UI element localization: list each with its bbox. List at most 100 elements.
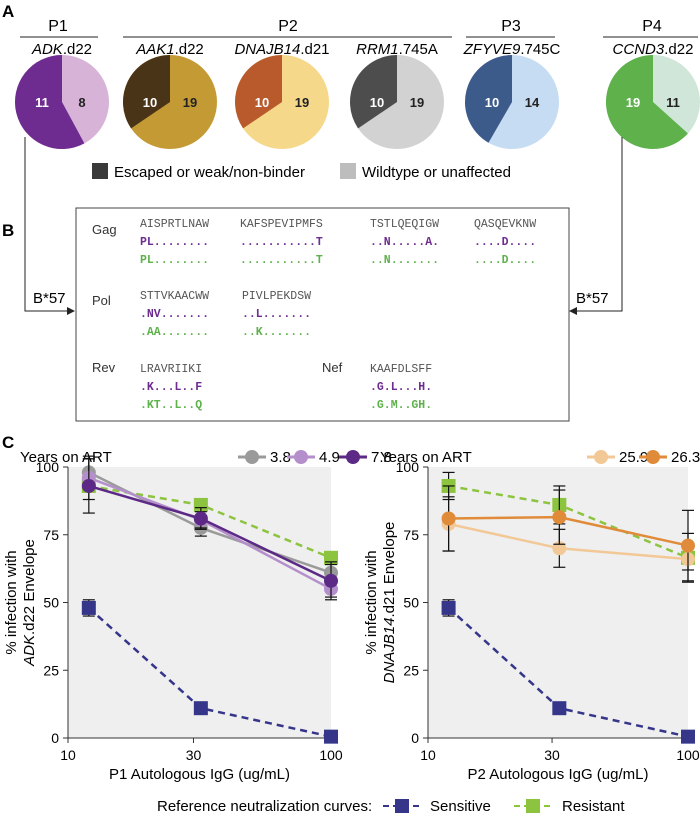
legend-label-escaped: Escaped or weak/non-binder: [114, 164, 305, 181]
legend-swatch-escaped: [92, 163, 108, 179]
data-point: [552, 510, 567, 525]
legend-marker-series: [346, 450, 360, 464]
bottom-legend-title: Reference neutralization curves:: [157, 798, 372, 815]
pie-label-aak1: AAK1.d22: [135, 41, 204, 58]
epitope-p4-seq: ..N.......: [370, 254, 439, 267]
epitope-p1-seq: .K...L..F: [140, 381, 202, 394]
group-label-p1: P1: [48, 18, 68, 35]
legend-marker-series: [294, 450, 308, 464]
pie-dnajb14: 10 19: [234, 55, 329, 149]
legend-marker-series: [594, 450, 608, 464]
pie-count-escaped: 19: [626, 95, 640, 110]
pie-rrm1: 10 19: [350, 55, 444, 149]
data-point: [441, 600, 456, 615]
pie-slice-escaped: [464, 55, 512, 143]
pie-adk: 11 8: [14, 55, 109, 149]
connector-right-arrowhead: [569, 307, 577, 315]
pie-count-escaped: 11: [35, 95, 49, 110]
x-tick-label: 30: [544, 747, 560, 763]
y-tick-label: 25: [403, 662, 419, 678]
y-axis-label-gene: DNAJB14: [381, 618, 398, 684]
bottom-legend-marker-sensitive: [395, 799, 409, 813]
pie-count-escaped: 10: [255, 95, 269, 110]
y-tick-label: 50: [43, 595, 59, 611]
legend-label-wildtype: Wildtype or unaffected: [362, 164, 511, 181]
panel-a-pies: P1 P2 P3 P4 ADK.d22 AAK1.d22 DNAJB14.d21…: [14, 18, 700, 181]
y-tick-label: 25: [43, 662, 59, 678]
bottom-legend-label-resistant: Resistant: [562, 798, 625, 815]
data-point: [681, 538, 695, 553]
epitope-ref-seq: TSTLQEQIGW: [370, 218, 439, 231]
pie-count-wildtype: 11: [666, 95, 680, 110]
allele-label-right: B*57: [576, 290, 609, 307]
protein-label-rev: Rev: [92, 360, 116, 375]
pie-slice-escaped: [234, 55, 282, 129]
pie-count-wildtype: 19: [410, 95, 424, 110]
epitope-p4-seq: .AA.......: [140, 326, 209, 339]
legend-title: Years on ART: [20, 449, 112, 466]
pie-zfyve9: 10 14: [464, 55, 559, 149]
y-tick-label: 75: [43, 527, 59, 543]
epitope-ref-seq: KAFSPEVIPMFS: [240, 218, 323, 231]
epitope-p1-seq: ...........T: [240, 236, 323, 249]
data-point: [552, 701, 567, 716]
epitope-ref-seq: QASQEVKNW: [474, 218, 536, 231]
y-tick-label: 0: [51, 730, 59, 746]
panel-b-epitopes: B*57 B*57 Gag AISPRTLNAW PL........ PL.....…: [24, 137, 623, 422]
epitope-p4-seq: ....D....: [474, 254, 536, 267]
legend-title: Years on ART: [380, 449, 472, 466]
epitope-p4-seq: .G.M..GH.: [370, 399, 432, 412]
series-7-8: [81, 458, 338, 598]
x-tick-label: 100: [319, 747, 343, 763]
epitope-p1-seq: ....D....: [474, 236, 536, 249]
allele-label-left: B*57: [33, 290, 66, 307]
pie-label-adk: ADK.d22: [31, 41, 92, 58]
legend-marker-series: [646, 450, 660, 464]
y-tick-label: 100: [36, 459, 60, 475]
pie-slice-escaped: [122, 55, 170, 129]
legend-label-series: 4.9: [319, 449, 340, 466]
epitope-ref-seq: AISPRTLNAW: [140, 218, 209, 231]
y-axis-label-line2: ADK.d22 Envelope: [21, 539, 38, 667]
legend-label-series: 26.3: [671, 449, 700, 466]
pie-ccnd3: 19 11: [605, 55, 700, 149]
legend-swatch-wildtype: [340, 163, 356, 179]
y-axis-label-suffix: .d21 Envelope: [381, 522, 398, 618]
y-axis-label-line1: % infection with: [363, 550, 380, 654]
pie-count-wildtype: 19: [183, 95, 197, 110]
pie-count-escaped: 10: [485, 95, 499, 110]
epitope-p1-seq: ..L.......: [242, 308, 311, 321]
pie-slice-escaped: [605, 55, 688, 149]
legend-label-series: 3.8: [270, 449, 291, 466]
protein-label-gag: Gag: [92, 222, 117, 237]
pie-aak1: 10 19: [122, 55, 217, 149]
epitope-ref-seq: LRAVRIIKI: [140, 363, 202, 376]
pie-slice-escaped: [14, 55, 85, 149]
pie-label-dnajb14: DNAJB14.d21: [234, 41, 329, 58]
panel-letter-a: A: [2, 2, 14, 21]
legend-marker-series: [245, 450, 259, 464]
data-point: [681, 729, 695, 744]
data-point: [193, 701, 208, 716]
data-point: [81, 478, 96, 493]
pie-label-rrm1: RRM1.745A: [356, 41, 438, 58]
epitope-ref-seq: PIVLPEKDSW: [242, 290, 311, 303]
data-point: [324, 729, 338, 744]
data-point: [324, 573, 338, 588]
legend-label-series: 25.9: [619, 449, 648, 466]
data-point: [193, 511, 208, 526]
y-tick-label: 50: [403, 595, 419, 611]
pie-count-escaped: 10: [370, 95, 384, 110]
chart-p1-adk: 0 25 50 75 100 10 30 100 P1 Autologous IgG (ug/m…: [3, 449, 392, 783]
x-tick-label: 100: [676, 747, 700, 763]
pie-slice-escaped: [350, 55, 397, 129]
connector-left-arrowhead: [67, 307, 75, 315]
protein-label-pol: Pol: [92, 293, 111, 308]
group-label-p2: P2: [278, 18, 298, 35]
x-tick-label: 10: [60, 747, 76, 763]
epitope-p4-seq: ..K.......: [242, 326, 311, 339]
protein-label-nef: Nef: [322, 360, 343, 375]
x-axis-label: P2 Autologous IgG (ug/mL): [468, 766, 649, 783]
series-sensitive: [81, 599, 338, 744]
